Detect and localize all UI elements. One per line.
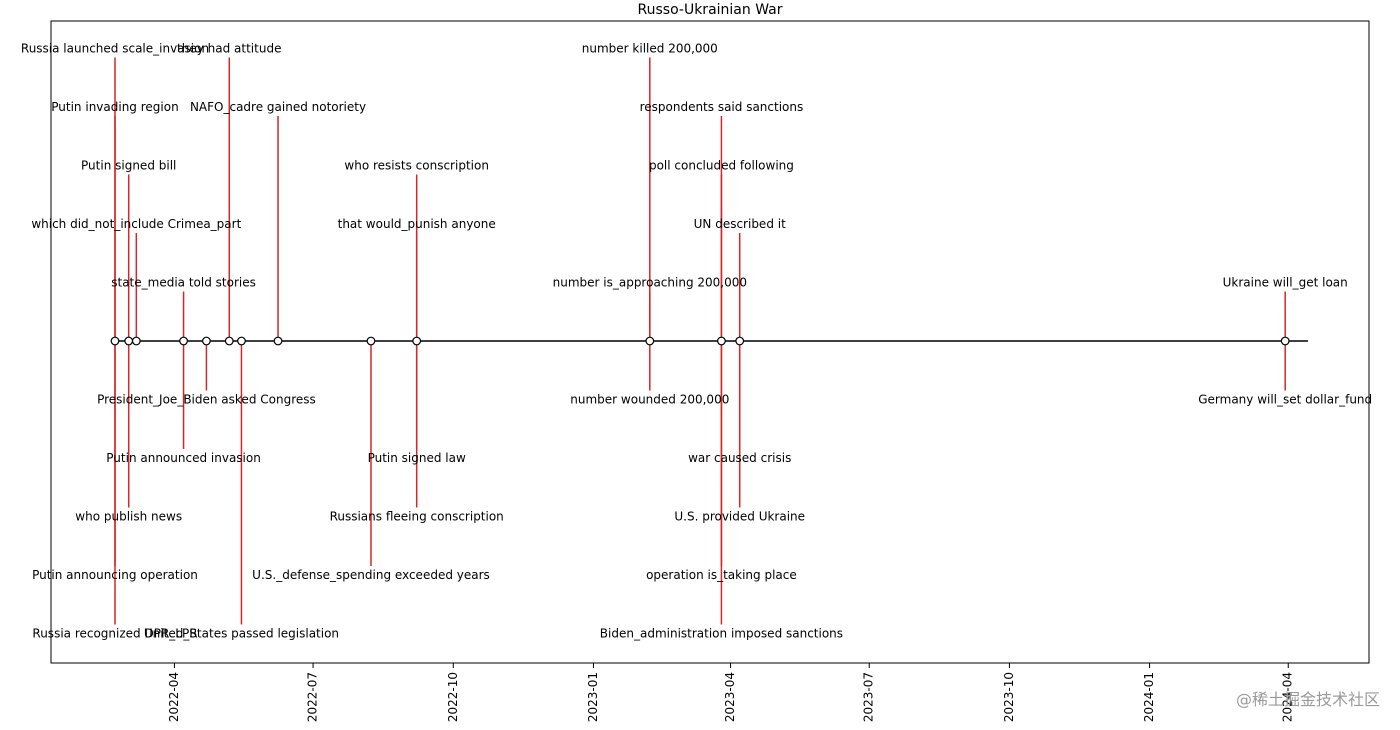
event-label: President_Joe_Biden asked Congress <box>97 393 316 407</box>
event-label: UN described it <box>694 217 786 231</box>
event-label: Putin announcing operation <box>32 568 198 582</box>
event-label: respondents said sanctions <box>640 100 804 114</box>
x-tick-label: 2023-01 <box>586 672 600 722</box>
event-marker <box>237 336 246 346</box>
x-tick-label: 2022-04 <box>167 672 181 722</box>
event-label: Putin signed bill <box>81 159 176 173</box>
x-tick-label: 2023-10 <box>1002 672 1016 722</box>
event-label: Biden_administration imposed sanctions <box>600 627 843 641</box>
event-marker <box>735 336 745 346</box>
event-label: number wounded 200,000 <box>570 393 729 407</box>
event-marker <box>131 336 141 346</box>
event-marker <box>717 336 726 346</box>
event-markers <box>110 336 1290 346</box>
event-label: Putin announced invasion <box>106 451 261 465</box>
event-label: who resists conscription <box>344 159 489 173</box>
event-label: Ukraine will_get loan <box>1223 276 1348 290</box>
x-tick-label: 2022-10 <box>446 672 460 722</box>
event-label: state_media told stories <box>111 276 256 290</box>
event-label: Russia launched scale_invasion <box>21 42 209 56</box>
x-tick-label: 2023-07 <box>862 672 876 722</box>
event-label: United_States passed legislation <box>144 627 339 641</box>
event-label: war caused crisis <box>688 451 791 465</box>
event-label: that would_punish anyone <box>338 217 496 231</box>
event-label: poll concluded following <box>649 159 794 173</box>
event-marker <box>202 336 211 346</box>
event-marker <box>645 336 655 346</box>
event-label: Putin invading region <box>51 100 178 114</box>
watermark-text: @稀土掘金技术社区 <box>1235 690 1380 709</box>
event-labels: Russia launched scale_invasion Putin inva… <box>21 42 1372 641</box>
x-tick-label: 2022-07 <box>306 672 320 722</box>
event-label: number is_approaching 200,000 <box>553 276 747 290</box>
x-axis-ticks: 2022-04 2022-07 2022-10 2023-01 2023-04 2023-… <box>167 663 1295 722</box>
event-marker <box>1280 336 1290 346</box>
x-tick-label: 2024-04 <box>1281 672 1295 722</box>
event-label: which did_not_include Crimea_part <box>31 217 241 231</box>
event-marker <box>224 336 234 346</box>
event-label: Putin signed law <box>368 451 466 465</box>
event-label: U.S._defense_spending exceeded years <box>252 568 490 582</box>
event-label: number killed 200,000 <box>582 42 718 56</box>
event-label: Germany will_set dollar_fund <box>1198 393 1372 407</box>
plot-frame <box>50 20 1370 664</box>
event-label: Russia recognized DPR_LPR <box>32 627 197 641</box>
event-marker <box>412 336 422 346</box>
event-label: operation is_taking place <box>646 568 797 582</box>
x-tick-label: 2023-04 <box>723 672 737 722</box>
event-label: U.S. provided Ukraine <box>674 510 805 524</box>
event-marker <box>110 336 120 346</box>
event-stems <box>114 57 1286 625</box>
event-marker <box>366 336 376 346</box>
event-label: they had attitude <box>177 42 281 56</box>
event-label: Russians fleeing conscription <box>330 510 504 524</box>
event-label: who publish news <box>75 510 182 524</box>
event-marker <box>124 336 134 346</box>
event-marker <box>179 336 188 346</box>
event-marker <box>273 336 283 346</box>
chart-title: Russo-Ukrainian War <box>638 2 783 18</box>
x-tick-label: 2024-01 <box>1142 672 1156 722</box>
event-label: NAFO_cadre gained notoriety <box>190 100 366 114</box>
